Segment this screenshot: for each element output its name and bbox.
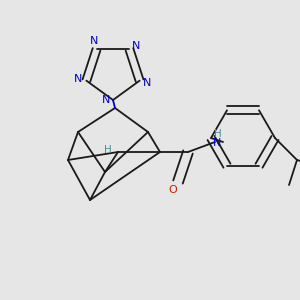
Text: O: O: [169, 185, 177, 195]
Text: N: N: [90, 36, 99, 46]
Text: N: N: [213, 138, 221, 148]
Text: N: N: [102, 95, 110, 105]
Text: H: H: [214, 129, 222, 139]
Text: H: H: [104, 145, 112, 155]
Text: N: N: [132, 41, 141, 51]
Text: N: N: [74, 74, 82, 84]
Text: N: N: [142, 78, 151, 88]
